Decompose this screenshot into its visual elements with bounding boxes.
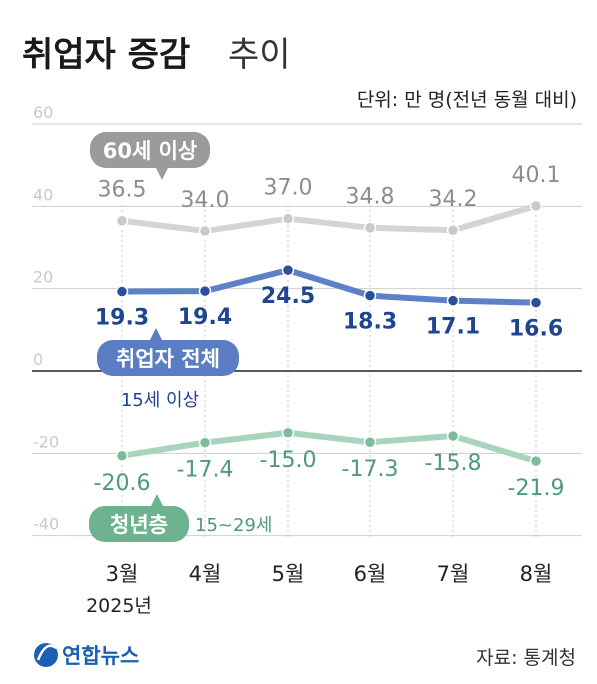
data-label: 34.8 — [346, 185, 395, 210]
data-point — [446, 294, 460, 307]
series-points — [115, 199, 543, 468]
data-point — [115, 285, 129, 298]
unit-label: 단위: 만 명(전년 동월 대비) — [357, 89, 577, 111]
data-label: 18.3 — [343, 310, 397, 335]
series-badge — [90, 132, 210, 168]
data-point — [115, 449, 129, 463]
series-name: 청년층 — [110, 513, 168, 537]
x-tick-label: 5월 — [272, 562, 305, 586]
y-tick-label: -40 — [33, 515, 59, 534]
series-line — [119, 267, 539, 306]
series-note: 15~29세 — [195, 515, 272, 536]
x-tick-label: 6월 — [354, 562, 387, 586]
data-point — [198, 224, 212, 238]
globe-icon — [34, 643, 58, 667]
series-badge — [97, 340, 239, 376]
data-point — [446, 223, 460, 237]
x-tick-label: 8월 — [520, 562, 553, 586]
data-label: 19.3 — [95, 306, 149, 331]
data-label: 16.6 — [509, 317, 563, 342]
data-label: 40.1 — [512, 163, 561, 188]
data-label: 37.0 — [264, 176, 313, 201]
data-point — [281, 426, 295, 439]
series-line — [119, 429, 539, 465]
data-label: 34.0 — [181, 188, 230, 213]
data-label: -20.6 — [94, 471, 151, 496]
logo-text: 연합뉴스 — [62, 644, 139, 668]
source-label: 자료: 통계청 — [476, 647, 576, 669]
data-point — [363, 289, 377, 302]
data-point — [529, 199, 543, 213]
chart-subtitle: 추이 — [228, 35, 291, 75]
x-tick-label: 3월 — [106, 562, 139, 586]
series-lines — [119, 202, 539, 465]
data-point — [363, 221, 377, 234]
series-badge — [89, 506, 189, 542]
series-line — [119, 202, 539, 235]
y-tick-label: 60 — [33, 103, 53, 122]
data-label: 34.2 — [429, 187, 478, 212]
chart-title: 취업자 증감 — [22, 35, 190, 75]
data-point — [281, 212, 295, 225]
badge-pointer — [150, 328, 162, 340]
series-note: 15세 이상 — [121, 390, 199, 411]
data-label: -15.8 — [425, 451, 482, 476]
data-point — [198, 436, 212, 449]
data-label: -17.3 — [342, 457, 399, 482]
series-name: 취업자 전체 — [116, 347, 220, 371]
y-tick-label: -20 — [33, 432, 59, 451]
data-label: 36.5 — [98, 178, 147, 203]
data-point — [446, 429, 460, 443]
badge-pointer — [151, 494, 163, 506]
data-labels: 36.5 34.0 37.0 34.8 34.2 40.1 19.3 19.4 24.5 18.3… — [94, 163, 565, 501]
data-label: -21.9 — [508, 476, 565, 501]
data-label: 17.1 — [426, 315, 480, 340]
series-name: 60세 이상 — [103, 139, 198, 163]
data-label: -15.0 — [260, 448, 317, 473]
data-point — [198, 284, 212, 298]
data-label: -17.4 — [177, 458, 234, 483]
data-point — [281, 263, 295, 277]
y-tick-label: 40 — [33, 185, 53, 204]
x-year-label: 2025년 — [86, 595, 152, 617]
x-tick-label: 4월 — [189, 562, 222, 586]
x-axis-labels: 3월 4월 5월 6월 7월 8월 2025년 — [86, 562, 552, 617]
data-point — [529, 454, 543, 468]
data-label: 24.5 — [261, 284, 315, 309]
data-point — [363, 435, 377, 449]
data-point — [529, 296, 543, 309]
data-label: 19.4 — [178, 305, 232, 330]
y-tick-label: 0 — [33, 350, 43, 369]
data-point — [115, 214, 129, 227]
y-tick-label: 20 — [33, 268, 53, 287]
badge-pointer — [156, 168, 168, 180]
x-tick-label: 7월 — [437, 562, 470, 586]
yonhap-logo: 연합뉴스 — [34, 643, 139, 668]
